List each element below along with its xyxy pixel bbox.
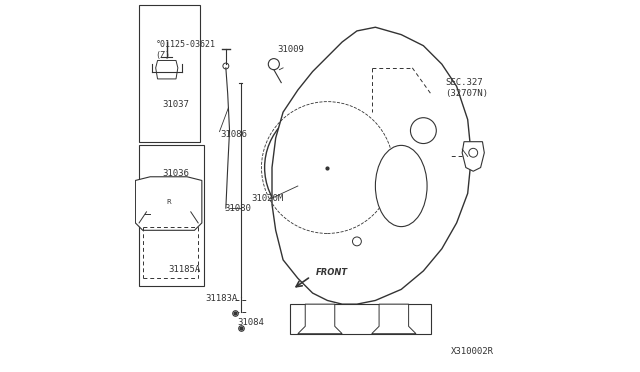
Circle shape <box>264 105 390 230</box>
Circle shape <box>410 118 436 144</box>
Bar <box>139 5 200 142</box>
Circle shape <box>353 237 362 246</box>
Text: FRONT: FRONT <box>316 268 348 277</box>
Circle shape <box>223 63 229 69</box>
Text: 31036: 31036 <box>162 169 189 177</box>
Polygon shape <box>462 142 484 171</box>
Polygon shape <box>372 304 416 334</box>
Text: 31084: 31084 <box>237 318 264 327</box>
Circle shape <box>268 59 280 70</box>
Bar <box>150 188 187 215</box>
Text: 31185A: 31185A <box>168 264 201 273</box>
Text: 31009: 31009 <box>278 45 305 54</box>
Text: °01125-03621
(Z): °01125-03621 (Z) <box>156 40 216 60</box>
Text: 31020M: 31020M <box>252 195 284 203</box>
Bar <box>139 145 204 286</box>
Text: R: R <box>166 199 171 205</box>
Circle shape <box>280 121 374 215</box>
Ellipse shape <box>376 145 427 227</box>
Text: 31037: 31037 <box>162 100 189 109</box>
Polygon shape <box>298 304 342 334</box>
Polygon shape <box>291 304 431 334</box>
Text: 31080: 31080 <box>224 203 251 213</box>
Text: X310002R: X310002R <box>451 347 493 356</box>
Polygon shape <box>136 177 202 230</box>
Circle shape <box>468 148 477 157</box>
Polygon shape <box>156 61 178 79</box>
Text: 31086: 31086 <box>220 130 247 139</box>
Circle shape <box>305 145 349 189</box>
Text: 31183A: 31183A <box>205 294 238 303</box>
Circle shape <box>316 156 339 179</box>
Polygon shape <box>272 27 472 304</box>
Text: SEC.327
(32707N): SEC.327 (32707N) <box>445 78 488 98</box>
